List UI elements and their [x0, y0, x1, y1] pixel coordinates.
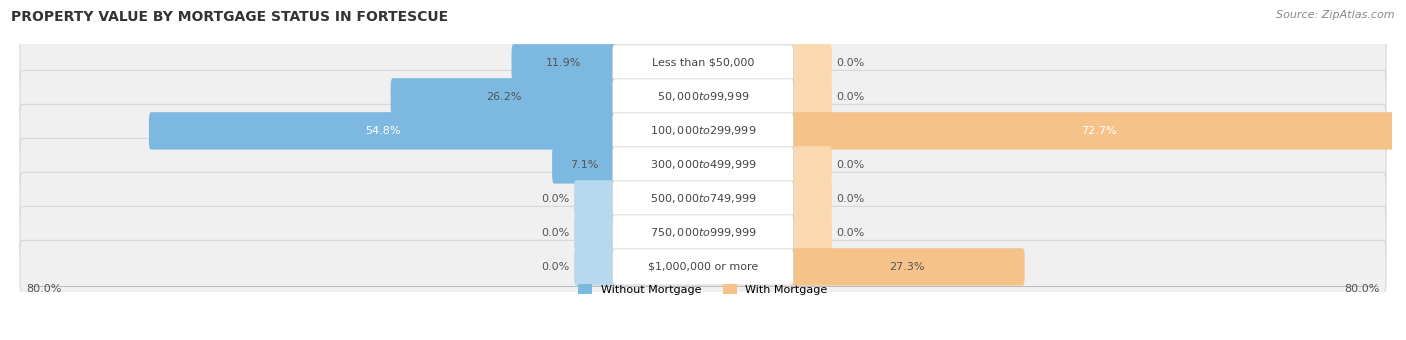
FancyBboxPatch shape — [613, 181, 793, 217]
Text: $50,000 to $99,999: $50,000 to $99,999 — [657, 90, 749, 103]
FancyBboxPatch shape — [20, 104, 1386, 157]
Text: PROPERTY VALUE BY MORTGAGE STATUS IN FORTESCUE: PROPERTY VALUE BY MORTGAGE STATUS IN FOR… — [11, 10, 449, 24]
FancyBboxPatch shape — [613, 113, 793, 149]
Text: Less than $50,000: Less than $50,000 — [652, 58, 754, 68]
FancyBboxPatch shape — [20, 172, 1386, 225]
FancyBboxPatch shape — [20, 70, 1386, 123]
FancyBboxPatch shape — [790, 112, 1406, 150]
Text: $300,000 to $499,999: $300,000 to $499,999 — [650, 158, 756, 171]
Text: $500,000 to $749,999: $500,000 to $749,999 — [650, 192, 756, 205]
FancyBboxPatch shape — [613, 79, 793, 115]
Text: 0.0%: 0.0% — [837, 228, 865, 238]
Text: $1,000,000 or more: $1,000,000 or more — [648, 262, 758, 272]
Text: 0.0%: 0.0% — [837, 194, 865, 204]
Text: 54.8%: 54.8% — [366, 126, 401, 136]
Text: 0.0%: 0.0% — [837, 92, 865, 102]
Text: $100,000 to $299,999: $100,000 to $299,999 — [650, 124, 756, 137]
Text: 0.0%: 0.0% — [541, 194, 569, 204]
FancyBboxPatch shape — [20, 240, 1386, 293]
FancyBboxPatch shape — [613, 215, 793, 251]
FancyBboxPatch shape — [391, 78, 616, 116]
FancyBboxPatch shape — [553, 146, 616, 184]
Text: 26.2%: 26.2% — [485, 92, 522, 102]
FancyBboxPatch shape — [20, 36, 1386, 89]
Text: 27.3%: 27.3% — [890, 262, 925, 272]
Text: 0.0%: 0.0% — [541, 262, 569, 272]
FancyBboxPatch shape — [790, 146, 832, 184]
FancyBboxPatch shape — [790, 248, 1025, 286]
FancyBboxPatch shape — [574, 248, 616, 286]
FancyBboxPatch shape — [613, 45, 793, 81]
Text: Source: ZipAtlas.com: Source: ZipAtlas.com — [1277, 10, 1395, 20]
FancyBboxPatch shape — [512, 44, 616, 82]
Legend: Without Mortgage, With Mortgage: Without Mortgage, With Mortgage — [574, 280, 832, 299]
FancyBboxPatch shape — [613, 147, 793, 183]
Text: 0.0%: 0.0% — [541, 228, 569, 238]
FancyBboxPatch shape — [574, 180, 616, 218]
Text: $750,000 to $999,999: $750,000 to $999,999 — [650, 226, 756, 239]
FancyBboxPatch shape — [790, 44, 832, 82]
Text: 0.0%: 0.0% — [837, 58, 865, 68]
FancyBboxPatch shape — [790, 214, 832, 252]
Text: 11.9%: 11.9% — [547, 58, 582, 68]
FancyBboxPatch shape — [149, 112, 616, 150]
Text: 80.0%: 80.0% — [1344, 284, 1379, 294]
FancyBboxPatch shape — [574, 214, 616, 252]
FancyBboxPatch shape — [20, 206, 1386, 259]
Text: 72.7%: 72.7% — [1081, 126, 1116, 136]
FancyBboxPatch shape — [790, 78, 832, 116]
Text: 7.1%: 7.1% — [569, 160, 599, 170]
Text: 0.0%: 0.0% — [837, 160, 865, 170]
Text: 80.0%: 80.0% — [27, 284, 62, 294]
FancyBboxPatch shape — [790, 180, 832, 218]
FancyBboxPatch shape — [613, 249, 793, 285]
FancyBboxPatch shape — [20, 138, 1386, 191]
